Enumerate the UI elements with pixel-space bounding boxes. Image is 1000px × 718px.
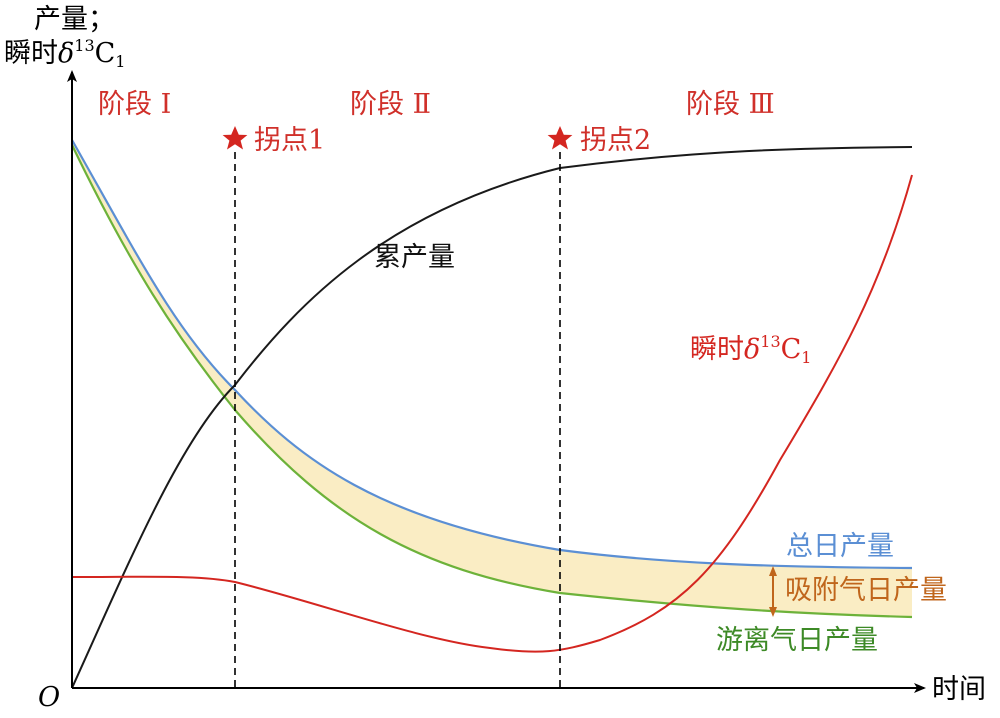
total-daily-curve — [71, 139, 913, 570]
free-daily-label: 游离气日产量 — [716, 625, 878, 656]
stage-label-2: 阶段 Ⅱ — [350, 89, 431, 120]
star-icon — [222, 126, 248, 150]
y-axis-label-line2: 瞬时δ13C1 — [4, 36, 125, 71]
y-axis-label-line1: 产量； — [34, 4, 115, 35]
stage-label-1: 阶段 Ⅰ — [98, 89, 171, 120]
total-daily-label: 总日产量 — [786, 531, 894, 562]
inflection-label-1: 拐点1 — [254, 125, 325, 156]
instant-delta-curve — [71, 174, 913, 653]
free-daily-curve — [71, 144, 913, 619]
stage-label-3: 阶段 Ⅲ — [686, 89, 775, 120]
adsorbed-daily-label: 吸附气日产量 — [785, 575, 947, 606]
inflection-label-2: 拐点2 — [580, 125, 651, 156]
star-icon — [547, 126, 573, 150]
instant-delta-label: 瞬时δ13C1 — [690, 332, 811, 367]
x-axis-label: 时间 — [932, 674, 986, 705]
cumulative-label: 累产量 — [374, 242, 455, 273]
adsorbed-gas-band — [72, 140, 912, 617]
cumulative-curve — [71, 146, 913, 689]
origin-label: O — [38, 682, 60, 713]
